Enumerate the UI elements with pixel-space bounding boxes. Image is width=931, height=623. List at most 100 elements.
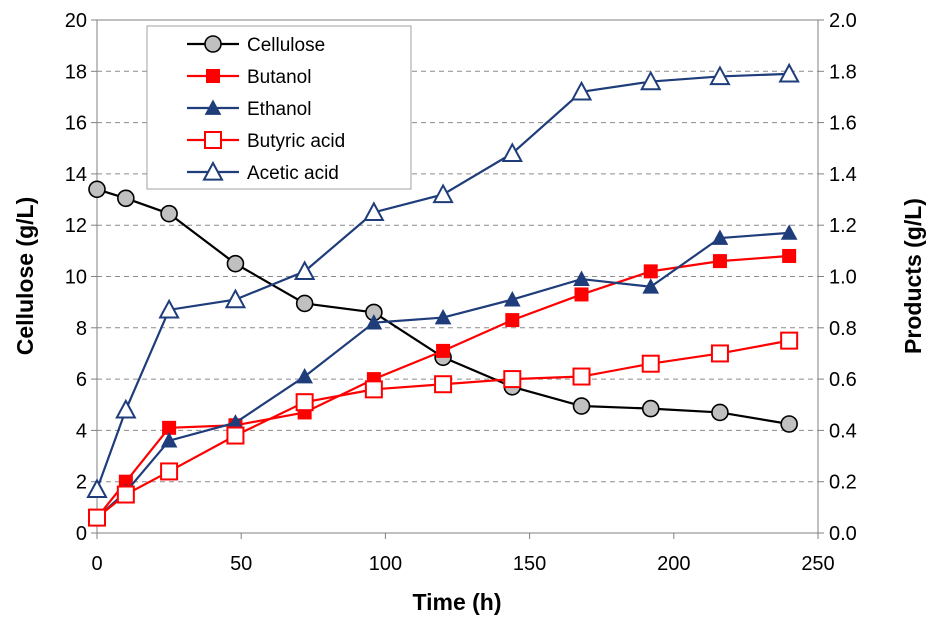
y2-tick-label: 1.8 [829, 61, 857, 83]
series-acetic-acid [86, 62, 800, 499]
y-tick-label: 0 [76, 523, 87, 545]
data-point [226, 254, 245, 273]
x-tick-label: 150 [513, 553, 546, 575]
legend-marker [202, 160, 224, 181]
series-butyric-acid [88, 331, 799, 527]
legend-marker [204, 131, 222, 149]
y2-tick-label: 0.6 [829, 369, 857, 391]
legend-label: Butanol [247, 67, 311, 88]
data-point [501, 142, 523, 163]
data-point [503, 291, 521, 307]
data-point [641, 399, 660, 418]
data-point [115, 398, 137, 419]
data-point [570, 80, 593, 101]
data-point [574, 287, 589, 302]
data-point [642, 278, 660, 294]
data-point [505, 313, 520, 328]
data-point [573, 270, 590, 286]
y2-tick-label: 0.4 [829, 420, 857, 442]
y2-axis-title: Products (g/L) [900, 198, 926, 354]
y2-tick-label: 2.0 [829, 10, 857, 32]
data-point [780, 415, 798, 433]
data-point [641, 354, 660, 373]
legend-label: Acetic acid [247, 163, 339, 184]
y2-tick-label: 0.8 [829, 318, 857, 340]
y-tick-label: 16 [65, 113, 87, 135]
legend-label: Cellulose [247, 35, 325, 56]
y-tick-label: 20 [65, 10, 87, 32]
series-group [86, 62, 800, 527]
series-line [95, 72, 790, 490]
y-tick-label: 2 [76, 472, 87, 494]
data-point [710, 344, 729, 363]
y-tick-label: 6 [76, 369, 87, 391]
data-point [778, 62, 800, 83]
data-point [572, 367, 591, 386]
y2-tick-label: 0.2 [829, 472, 857, 494]
y-tick-label: 8 [76, 318, 87, 340]
y2-tick-label: 1.0 [829, 267, 857, 289]
data-point [365, 314, 383, 330]
data-point [224, 288, 247, 309]
series-cellulose [88, 180, 798, 433]
data-point [295, 393, 314, 412]
series-line [96, 231, 790, 519]
y-tick-label: 10 [65, 267, 87, 289]
legend-marker [204, 35, 222, 53]
legend-label: Butyric acid [247, 131, 345, 152]
data-point [158, 298, 180, 319]
data-point [709, 65, 731, 86]
y-tick-label: 14 [65, 164, 87, 186]
y-tick-label: 4 [76, 420, 87, 442]
data-point [503, 370, 522, 389]
data-point [436, 343, 451, 358]
legend: Cellulose Butanol Ethanol Butyric acid Aceti… [146, 25, 412, 190]
data-point [364, 380, 383, 399]
data-point [88, 180, 106, 199]
data-point [712, 254, 727, 269]
data-point [117, 189, 135, 208]
data-point [296, 367, 313, 384]
data-point [363, 201, 385, 222]
data-point [432, 183, 454, 204]
x-tick-label: 200 [657, 553, 690, 575]
x-axis-title: Time (h) [412, 589, 501, 615]
data-point [160, 204, 178, 223]
data-point [640, 70, 662, 91]
series-line [96, 254, 790, 519]
data-point [711, 403, 729, 422]
data-point [295, 294, 314, 313]
y2-tick-label: 1.6 [829, 113, 857, 135]
data-point [116, 485, 135, 504]
data-point [780, 331, 799, 350]
data-point [293, 260, 316, 281]
legend-marker [204, 99, 222, 115]
data-point [160, 462, 179, 481]
data-point [86, 478, 108, 499]
data-point [780, 224, 798, 240]
legend-marker [206, 69, 220, 83]
data-point [434, 308, 452, 325]
y-tick-label: 18 [65, 61, 87, 83]
data-point [711, 229, 729, 245]
y2-tick-label: 0.0 [829, 523, 857, 545]
y2-tick-label: 1.2 [829, 215, 857, 237]
data-point [782, 248, 797, 263]
data-point [643, 264, 658, 279]
legend-label: Ethanol [247, 99, 311, 120]
x-tick-label: 50 [230, 553, 252, 575]
axes: 0 2 4 6 8 10 12 14 16 18 20 0.0 0.2 0.4 0.6 0.8 1.0 1.2 1.… [65, 10, 857, 575]
data-point [88, 508, 106, 527]
data-point [160, 432, 178, 448]
x-tick-label: 250 [801, 553, 834, 575]
series-butanol [90, 248, 797, 525]
data-point [434, 375, 453, 394]
y-axis-title: Cellulose (g/L) [12, 197, 38, 355]
data-point [572, 397, 591, 415]
x-tick-label: 0 [91, 553, 102, 575]
x-tick-label: 100 [369, 553, 402, 575]
y2-tick-label: 1.4 [829, 164, 857, 186]
data-point [226, 426, 245, 445]
